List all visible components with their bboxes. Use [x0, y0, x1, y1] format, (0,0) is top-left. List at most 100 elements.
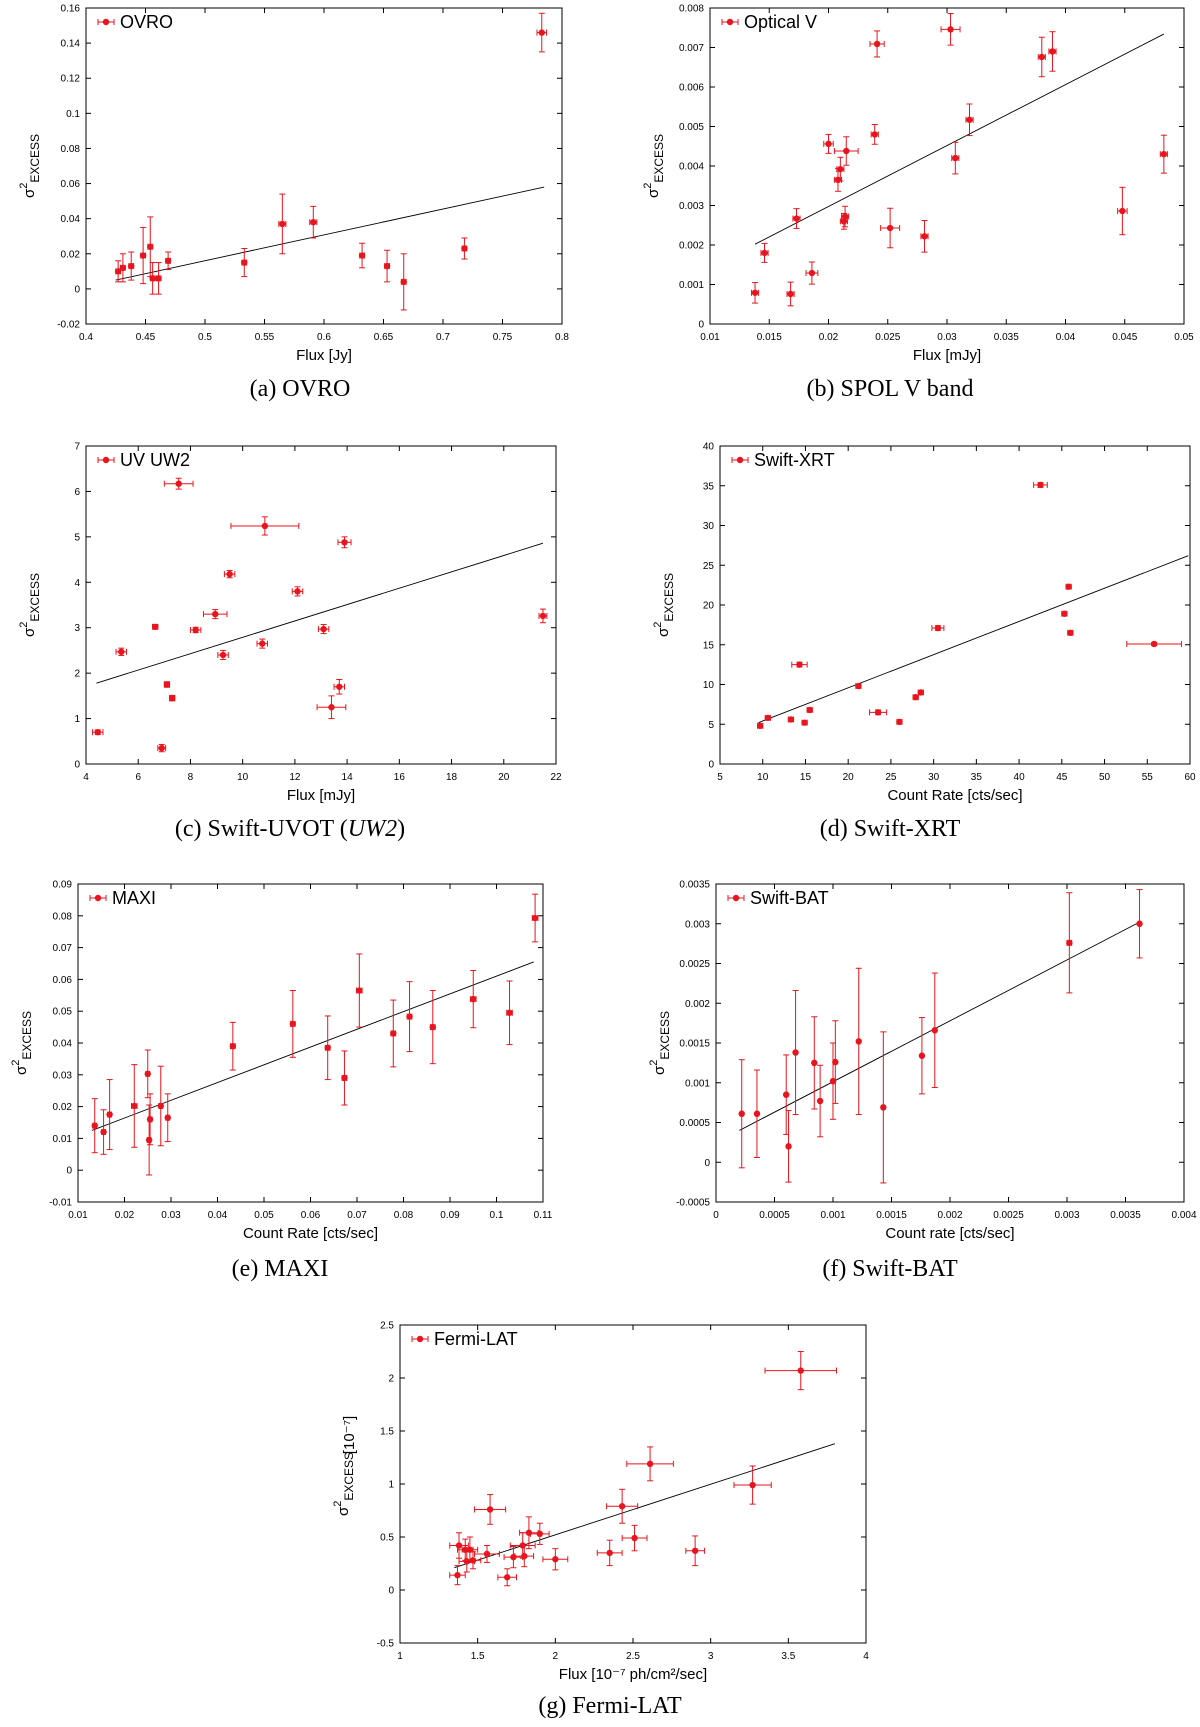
point-marker	[753, 1110, 761, 1117]
x-tick-label: 0.0025	[993, 1210, 1024, 1221]
chart-swift-xrt: 5 10 15 20 25 30 35 40 45 50 55 600510152025303540C…	[652, 442, 1196, 805]
data-point	[833, 136, 859, 166]
point-marker	[164, 257, 172, 264]
point-marker	[158, 744, 165, 752]
x-axis-label: Flux [10⁻⁷ ph/cm²/sec]	[559, 1666, 707, 1683]
point-marker	[469, 1557, 477, 1564]
subscript-excess: EXCESS	[658, 1011, 672, 1060]
data-point	[506, 980, 513, 1046]
chart-maxi: 0.01 0.02 0.03 0.04 0.05 0.06 0.07 0.08 0.09 0.1 0…	[10, 880, 553, 1243]
data-point	[144, 1049, 151, 1099]
point-marker	[829, 1077, 837, 1085]
point-marker	[764, 714, 772, 722]
point-marker	[785, 1143, 792, 1150]
data-point	[333, 679, 345, 695]
y-tick-label: 2	[388, 1374, 394, 1385]
y-tick-label: 0.003	[679, 201, 704, 212]
x-tick-label: 0.05	[1174, 332, 1194, 343]
data-point	[100, 1109, 107, 1155]
y-tick-label: 0.003	[685, 919, 710, 930]
point-marker	[1049, 48, 1056, 55]
x-tick-label: 0.45	[136, 332, 156, 343]
x-tick-label: 0.75	[493, 332, 513, 343]
y-tick-label: 0.16	[61, 4, 81, 15]
legend-label: MAXI	[112, 888, 156, 908]
point-marker	[155, 275, 162, 282]
y-tick-label: 25	[703, 561, 715, 572]
data-point	[217, 649, 229, 661]
data-point	[917, 689, 925, 696]
point-marker	[896, 718, 903, 726]
chart-spol-v: 0.01 0.015 0.02 0.025 0.03 0.035 0.04 0.045 0.05…	[642, 4, 1194, 365]
x-tick-label: 15	[800, 772, 812, 783]
point-marker	[341, 539, 348, 546]
data-point	[139, 226, 147, 285]
data-point	[920, 220, 929, 253]
point-marker	[144, 1070, 151, 1078]
subscript-excess: EXCESS	[342, 1452, 356, 1501]
x-tick-label: 0.045	[1112, 332, 1137, 343]
fit-line	[739, 921, 1140, 1131]
x-tick-label: 2	[553, 1651, 559, 1662]
y-axis-label-text: σ2EXCESS	[10, 1011, 34, 1075]
point-marker	[1061, 610, 1068, 617]
point-marker	[646, 1460, 654, 1468]
y-tick-label: 0.07	[53, 943, 73, 954]
sigma-symbol: σ	[335, 1506, 352, 1516]
y-tick-label: 10	[703, 680, 715, 691]
point-marker	[801, 719, 808, 726]
caption-text: (b) SPOL V band	[806, 376, 974, 402]
point-marker	[952, 154, 959, 162]
data-point	[1136, 889, 1143, 959]
data-point	[164, 1093, 171, 1143]
point-marker	[114, 268, 122, 275]
data-point	[764, 714, 772, 722]
caption-d: (d) Swift-XRT	[650, 816, 1130, 843]
legend-label: UV UW2	[120, 450, 190, 470]
data-point	[337, 536, 352, 549]
x-tick-label: 0.6	[317, 332, 331, 343]
point-marker	[1038, 53, 1045, 61]
data-point	[241, 248, 248, 278]
y-tick-label: 2	[74, 669, 80, 680]
y-tick-label: 0.06	[61, 179, 81, 190]
point-marker	[756, 722, 764, 730]
data-point	[783, 1054, 790, 1135]
data-point	[806, 706, 813, 714]
point-marker	[797, 1367, 804, 1374]
data-point	[119, 253, 127, 283]
data-point	[223, 569, 236, 579]
point-marker	[151, 623, 159, 631]
point-marker	[787, 716, 795, 723]
point-marker	[1150, 640, 1158, 648]
point-marker	[341, 1074, 348, 1082]
x-tick-label: 0.03	[161, 1210, 181, 1221]
x-tick-label: 40	[1014, 772, 1026, 783]
y-tick-label: 0.08	[53, 911, 73, 922]
y-tick-label: 1.5	[380, 1427, 394, 1438]
y-tick-label: 0	[66, 1166, 72, 1177]
point-marker	[880, 1104, 887, 1111]
x-tick-label: 10	[237, 772, 249, 783]
data-point	[406, 981, 413, 1053]
y-axis-label: σ2EXCESS	[18, 573, 42, 637]
x-tick-label: 0.02	[115, 1210, 135, 1221]
x-tick-label: 0.01	[700, 332, 720, 343]
legend-marker	[102, 18, 110, 26]
y-tick-label: 3	[74, 623, 80, 634]
point-marker	[855, 1038, 862, 1045]
point-marker	[873, 40, 881, 48]
x-tick-label: 22	[550, 772, 562, 783]
subscript-excess: EXCESS	[20, 1011, 34, 1060]
x-axis-label: Count rate [cts/sec]	[885, 1225, 1014, 1242]
data-point	[823, 133, 834, 154]
y-tick-label: 1	[74, 714, 80, 725]
point-marker	[918, 1052, 926, 1059]
x-tick-label: 0.09	[440, 1210, 460, 1221]
point-marker	[390, 1030, 397, 1037]
sigma-symbol: σ	[651, 1065, 668, 1075]
data-point	[289, 990, 297, 1058]
data-point	[1126, 640, 1182, 648]
y-tick-label: 0.002	[685, 999, 710, 1010]
data-point	[203, 609, 228, 620]
